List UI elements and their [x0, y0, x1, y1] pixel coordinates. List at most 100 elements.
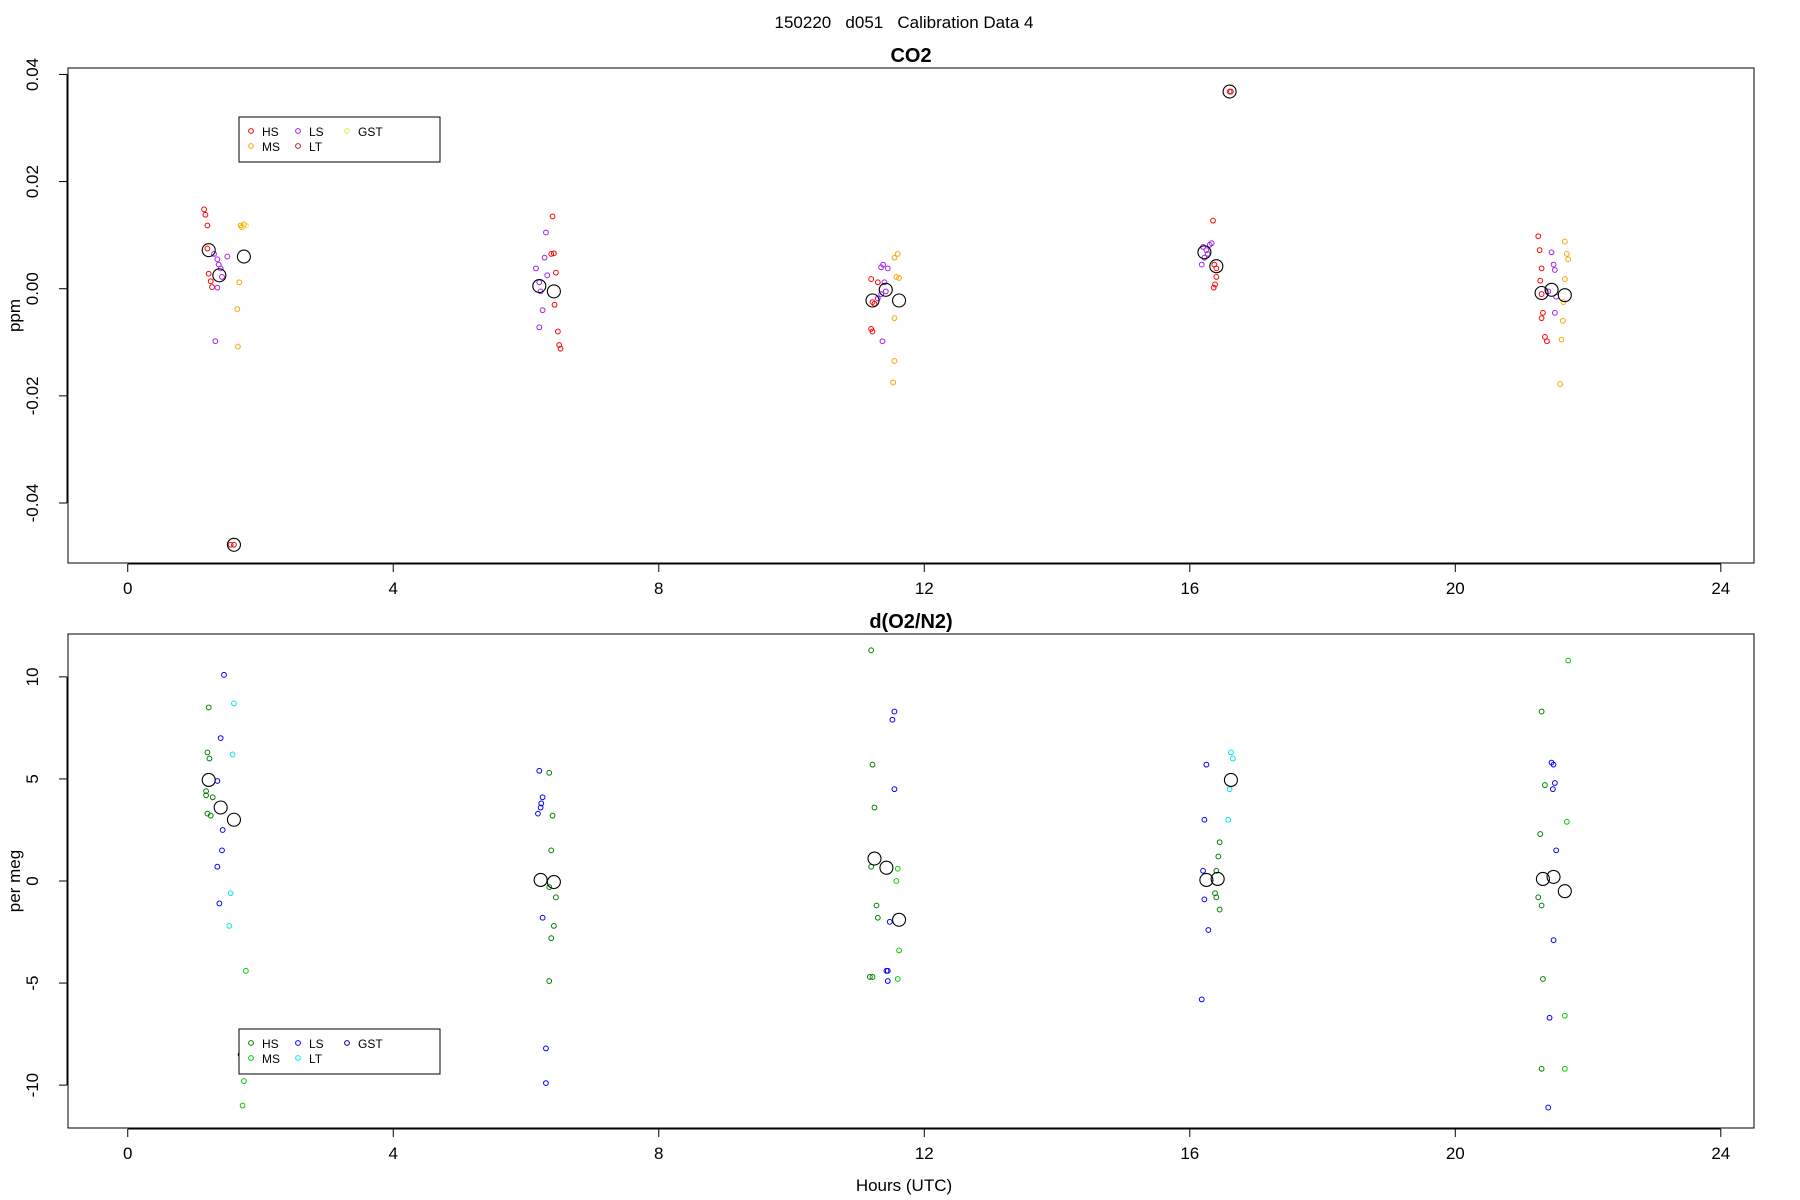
o2n2-y-tick-label: -5: [23, 976, 42, 991]
co2-mean-marker: [226, 537, 241, 552]
co2-point-ls: [1208, 240, 1215, 247]
o2n2-point-ls: [883, 967, 890, 974]
co2-mean-marker: [1209, 259, 1224, 274]
o2n2-point-lt: [1225, 816, 1232, 823]
co2-point-ls: [884, 265, 891, 272]
co2-point-ls: [541, 254, 548, 261]
o2n2-point-ms: [896, 947, 902, 954]
o2n2-legend-marker-gst: [344, 1040, 350, 1046]
o2n2-mean-marker: [1210, 871, 1225, 887]
co2-series-lt: [231, 88, 1234, 548]
co2-y-tick-label: 0.00: [23, 272, 42, 305]
o2n2-point-hs: [1542, 782, 1548, 788]
co2-x-tick-label: 20: [1446, 579, 1465, 598]
o2n2-point-hs: [869, 974, 876, 980]
o2n2-point-ls: [1205, 927, 1212, 933]
co2-point-hs: [1212, 281, 1218, 288]
co2-legend-label-ms: MS: [262, 140, 280, 154]
o2n2-point-ls: [1201, 896, 1208, 903]
co2-point-ms: [1558, 336, 1565, 343]
co2-x-tick-label: 0: [123, 579, 132, 598]
co2-mean-marker: [1534, 285, 1549, 301]
co2-point-ms: [1561, 238, 1568, 245]
co2-x-tick-label: 12: [915, 579, 934, 598]
co2-point-ms: [891, 254, 898, 261]
o2n2-mean-marker: [867, 851, 882, 866]
co2-point-hs: [556, 342, 563, 348]
co2-point-ls: [214, 256, 221, 263]
co2-series-ms: [234, 221, 1572, 387]
o2n2-point-ms: [894, 865, 901, 872]
co2-point-hs: [551, 301, 558, 308]
o2n2-x-tick-label: 24: [1711, 1144, 1730, 1163]
o2n2-point-ls: [1545, 1104, 1552, 1111]
o2n2-mean-marker: [1535, 871, 1550, 887]
co2-mean-markers: [201, 84, 1572, 552]
o2n2-point-ls: [219, 827, 226, 833]
co2-mean-marker: [236, 249, 251, 264]
o2n2-point-hs: [869, 761, 876, 768]
o2n2-point-hs: [206, 755, 213, 762]
o2n2-point-ms: [241, 1078, 247, 1084]
o2n2-point-hs: [548, 847, 555, 854]
o2n2-point-ls: [537, 804, 544, 811]
co2-point-ms: [893, 274, 900, 280]
o2n2-point-hs: [550, 923, 557, 929]
co2-x-tick-label: 8: [654, 579, 663, 598]
o2n2-series-hs: [203, 647, 1548, 1072]
o2n2-point-lt: [231, 700, 237, 707]
o2n2-legend-marker-ms: [248, 1055, 254, 1061]
o2n2-point-ls: [538, 800, 545, 807]
o2n2-point-lt: [227, 890, 234, 897]
o2n2-point-hs: [1537, 831, 1544, 837]
o2n2-mean-marker: [1199, 872, 1214, 888]
co2-point-hs: [1210, 217, 1216, 224]
o2n2-legend-label-ms: MS: [262, 1052, 280, 1066]
co2-point-ls: [878, 291, 885, 297]
o2n2-point-lt: [1226, 786, 1233, 793]
o2n2-point-hs: [1538, 902, 1545, 909]
o2n2-y-tick-label: 0: [23, 876, 42, 885]
o2n2-mean-marker: [1557, 884, 1572, 899]
co2-point-ms: [891, 358, 898, 364]
co2-point-hs: [1537, 277, 1544, 284]
co2-point-hs: [548, 250, 555, 257]
o2n2-point-hs: [546, 769, 553, 776]
co2-point-hs: [1540, 309, 1546, 316]
o2n2-point-ls: [543, 1080, 549, 1086]
o2n2-point-ms: [1565, 657, 1572, 664]
co2-point-hs: [1538, 315, 1545, 322]
o2n2-point-ms: [1563, 818, 1570, 825]
co2-point-ls: [1201, 254, 1208, 261]
co2-point-hs: [869, 328, 876, 335]
co2-legend-label-ls: LS: [309, 125, 324, 139]
o2n2-point-ls: [217, 735, 224, 742]
co2-legend-marker-hs: [248, 128, 254, 134]
co2-point-hs: [1538, 291, 1545, 297]
co2-point-hs: [550, 250, 557, 257]
o2n2-point-ls: [891, 708, 898, 715]
o2n2-x-tick-label: 12: [915, 1144, 934, 1163]
co2-point-ms: [1559, 317, 1566, 324]
co2-legend-marker-lt: [295, 143, 301, 149]
o2n2-point-hs: [1213, 894, 1220, 901]
o2n2-point-ms: [1561, 1065, 1568, 1072]
co2-point-ls: [1551, 309, 1558, 316]
co2-point-hs: [205, 270, 212, 277]
o2n2-mean-marker: [879, 860, 894, 875]
co2-point-ls: [544, 272, 551, 279]
co2-point-hs: [868, 276, 875, 282]
co2-mean-marker: [546, 284, 561, 299]
o2n2-point-ls: [221, 671, 227, 678]
co2-mean-marker: [878, 282, 893, 297]
o2n2-point-hs: [873, 902, 880, 909]
o2n2-point-hs: [868, 647, 875, 654]
o2n2-mean-marker: [226, 812, 241, 827]
o2n2-point-lt: [226, 923, 233, 929]
co2-legend-label-gst: GST: [358, 125, 383, 139]
o2n2-point-hs: [1538, 708, 1545, 715]
o2n2-legend-box: [238, 1028, 441, 1075]
o2n2-series-lt: [226, 700, 1236, 929]
o2n2-point-ls: [886, 918, 893, 925]
